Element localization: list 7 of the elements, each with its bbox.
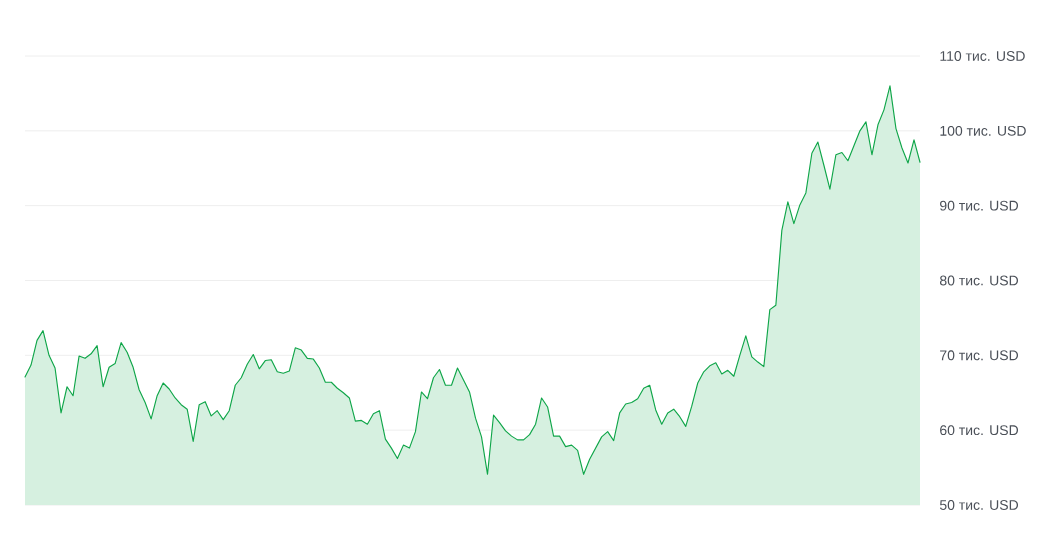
y-tick-label: 70 тис. USD: [940, 350, 1019, 361]
y-tick-label: 100 тис. USD: [940, 125, 1026, 136]
y-tick-label: 60 тис. USD: [940, 425, 1019, 436]
y-tick-label: 80 тис. USD: [939, 275, 1019, 286]
y-tick-label: 110 тис. USD: [940, 51, 1025, 61]
y-tick-label: 90 тис. USD: [940, 200, 1019, 211]
y-tick-label: 50 тис. USD: [939, 500, 1019, 510]
